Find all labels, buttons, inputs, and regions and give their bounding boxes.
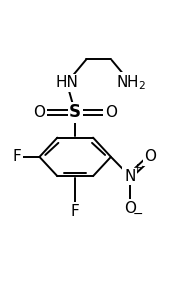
Text: F: F bbox=[13, 149, 21, 164]
Text: HN: HN bbox=[55, 75, 78, 90]
Text: O: O bbox=[124, 201, 136, 216]
Text: O: O bbox=[144, 149, 156, 164]
Text: O: O bbox=[105, 105, 117, 120]
Text: N: N bbox=[124, 169, 135, 184]
Text: NH$_2$: NH$_2$ bbox=[116, 73, 146, 92]
Text: −: − bbox=[133, 208, 143, 221]
Text: F: F bbox=[71, 204, 80, 219]
Text: S: S bbox=[69, 104, 81, 121]
Text: +: + bbox=[133, 163, 142, 173]
Text: O: O bbox=[33, 105, 45, 120]
